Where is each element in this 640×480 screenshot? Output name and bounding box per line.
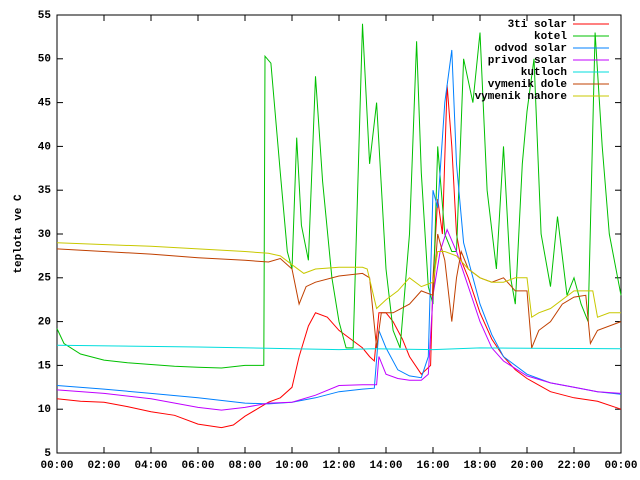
legend-label: vymenik nahore	[475, 91, 568, 103]
y-tick-label: 30	[38, 229, 51, 241]
y-tick-label: 25	[38, 273, 52, 285]
y-tick-label: 20	[38, 317, 51, 329]
legend-label: vymenik dole	[488, 79, 568, 91]
x-tick-label: 00:00	[604, 460, 637, 472]
x-tick-label: 14:00	[369, 460, 402, 472]
x-tick-label: 00:00	[40, 460, 73, 472]
legend-label: kutloch	[521, 67, 567, 79]
series-line	[56, 228, 622, 411]
x-tick-label: 22:00	[557, 460, 590, 472]
x-tick-label: 18:00	[463, 460, 496, 472]
series-line	[56, 23, 622, 369]
x-tick-label: 08:00	[228, 460, 261, 472]
series-line	[56, 49, 622, 405]
y-tick-label: 35	[38, 185, 52, 197]
x-tick-label: 12:00	[322, 460, 355, 472]
legend-label: kotel	[534, 31, 567, 43]
x-tick-label: 02:00	[87, 460, 120, 472]
y-tick-label: 45	[38, 98, 52, 110]
series-line	[56, 85, 622, 429]
y-tick-label: 5	[44, 448, 51, 460]
x-tick-label: 20:00	[510, 460, 543, 472]
legend-label: privod solar	[488, 55, 567, 67]
series-line	[56, 344, 622, 351]
y-tick-label: 15	[38, 360, 52, 372]
legend-label: odvod solar	[494, 43, 567, 55]
y-tick-label: 10	[38, 404, 51, 416]
y-tick-label: 40	[38, 141, 51, 153]
x-tick-label: 06:00	[181, 460, 214, 472]
series-line	[56, 233, 622, 349]
x-tick-label: 16:00	[416, 460, 449, 472]
x-tick-label: 10:00	[275, 460, 308, 472]
plot-frame	[56, 14, 622, 454]
y-tick-label: 50	[38, 54, 51, 66]
series-line	[56, 242, 621, 319]
x-tick-label: 04:00	[134, 460, 167, 472]
y-tick-label: 55	[38, 10, 52, 22]
legend-label: 3ti solar	[508, 19, 567, 31]
y-axis-label: teplota ve C	[13, 194, 25, 274]
